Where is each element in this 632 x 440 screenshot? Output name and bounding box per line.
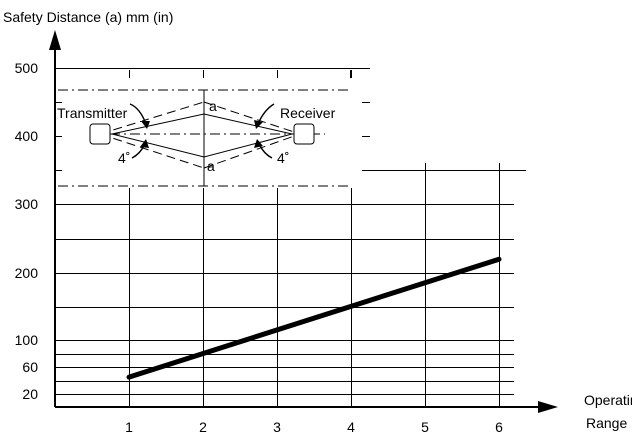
y-tick-label-500: 500 (15, 60, 39, 76)
y-tick-label-400: 400 (15, 128, 39, 144)
series-0-segment-0 (126, 256, 502, 380)
transmitter-label-bg (56, 104, 142, 121)
y-tick-labels: 20 60 100 200 300 400 500 (15, 60, 39, 402)
angle-arrowhead-right-lower (254, 139, 263, 148)
y-axis-arrow (49, 30, 61, 50)
y-tick-label-100: 100 (15, 332, 39, 348)
beam-spread-dash-lower-left (99, 133, 205, 169)
distance-label-top: a (209, 98, 217, 114)
axes (49, 30, 558, 413)
y-tick-label-200: 200 (15, 265, 39, 281)
transmitter-label: Transmitter (57, 105, 128, 121)
x-tick-label-5: 5 (421, 419, 429, 435)
angle-arrowhead-right-upper (254, 120, 263, 129)
beam-spread-dash-upper-right (203, 101, 301, 135)
angle-arrowhead-left-lower (140, 139, 149, 148)
x-tick-label-2: 2 (199, 419, 207, 435)
series-group (126, 256, 502, 380)
y-tick-label-20: 20 (22, 386, 38, 402)
beam-diamond (111, 113, 293, 158)
x-tick-label-6: 6 (495, 419, 503, 435)
receiver-label: Receiver (280, 105, 336, 121)
transmitter-shape (89, 123, 111, 145)
angle-label-left: 4˚ (118, 150, 130, 166)
receiver-shape (293, 123, 315, 145)
y-tick-label-300: 300 (15, 196, 39, 212)
x-tick-label-3: 3 (273, 419, 281, 435)
x-tick-label-1: 1 (125, 419, 133, 435)
x-tick-label-4: 4 (347, 419, 355, 435)
y-axis-title: Safety Distance (a) mm (in) (3, 9, 173, 25)
x-tick-labels: 1 2 3 4 5 6 (125, 419, 503, 435)
angle-label-right: 4˚ (277, 150, 289, 166)
beam-spread-dash-lower-right (203, 133, 301, 169)
beam-diagram-inset: Transmitter Receiver a a 4˚ 4˚ (56, 78, 362, 188)
x-axis-title-line-2: Range (586, 415, 627, 431)
angle-arrowhead-left-upper (141, 121, 150, 129)
x-axis-title-line-1: Operating (584, 392, 632, 408)
receiver-label-bg (278, 104, 342, 121)
x-axis-arrow (538, 401, 558, 413)
y-tick-label-60: 60 (22, 359, 38, 375)
distance-label-bottom: a (207, 158, 215, 174)
beam-spread-dash-upper-left (99, 101, 205, 135)
